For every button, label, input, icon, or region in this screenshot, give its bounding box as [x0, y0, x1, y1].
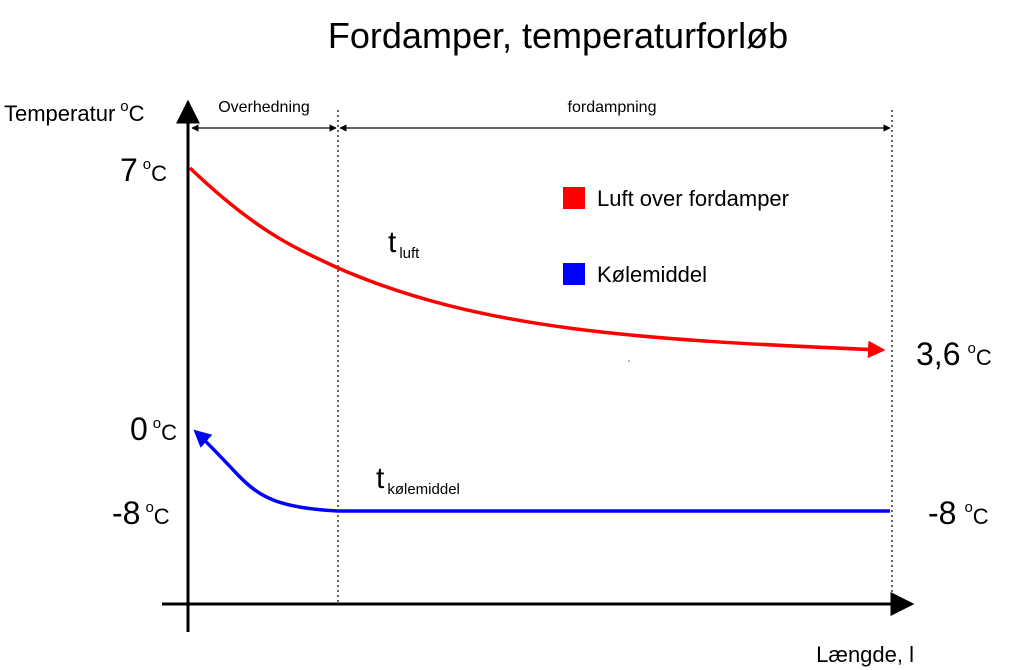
superheat-region-label: Overhedning — [218, 99, 310, 116]
air-end-value-label: 3,6 oC — [916, 336, 992, 372]
tick-label-7: 7 oC — [120, 152, 167, 188]
legend-label-refrigerant: Kølemiddel — [597, 262, 707, 287]
y-axis-label: Temperatur oC — [4, 98, 145, 126]
stray-dot — [628, 360, 630, 362]
tick-label-0: 0 oC — [130, 411, 177, 447]
refrigerant-curve-label: t kølemiddel — [376, 462, 460, 498]
air-curve-label: t luft — [388, 226, 420, 262]
legend: Luft over fordamper Kølemiddel — [563, 186, 789, 287]
refrigerant-temperature-curve — [193, 429, 890, 513]
legend-label-air: Luft over fordamper — [597, 186, 789, 211]
legend-swatch-refrigerant — [563, 263, 585, 285]
diagram-title: Fordamper, temperaturforløb — [328, 15, 788, 56]
evaporation-region-label: fordampning — [568, 99, 657, 116]
x-axis-label: Længde, l — [816, 642, 914, 667]
refrigerant-end-value-label: -8 oC — [928, 495, 989, 531]
legend-swatch-air — [563, 187, 585, 209]
tick-label-minus-8: -8 oC — [112, 495, 170, 531]
air-temperature-curve — [188, 166, 886, 359]
